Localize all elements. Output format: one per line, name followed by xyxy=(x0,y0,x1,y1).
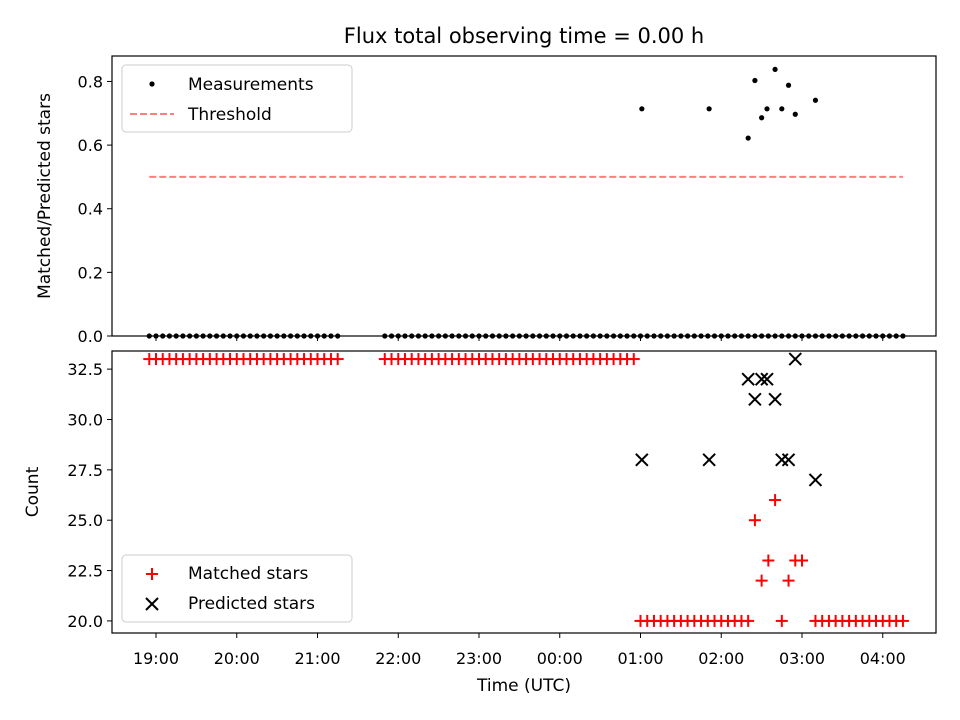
y-tick-label: 30.0 xyxy=(67,410,103,429)
measurement-point xyxy=(785,82,792,88)
predicted-star-point xyxy=(702,453,716,467)
measurement-point xyxy=(812,97,819,103)
y-tick-label: 0.0 xyxy=(78,327,103,346)
bottom-legend-box xyxy=(121,554,353,623)
measurement-point xyxy=(706,106,712,112)
predicted-star-point xyxy=(760,372,774,386)
y-tick-label: 20.0 xyxy=(67,612,103,631)
predicted-star-point xyxy=(788,352,802,366)
bottom-legend: Matched stars Predicted stars xyxy=(121,554,353,623)
bottom-y-ticks: 20.0 22.5 25.0 27.5 30.0 32.5 xyxy=(67,360,112,631)
bottom-axes-frame xyxy=(111,350,937,634)
x-tick-label: 21:00 xyxy=(294,649,340,668)
y-tick-label: 0.8 xyxy=(78,72,103,91)
measurement-point xyxy=(745,135,751,141)
chart-title: Flux total observing time = 0.00 h xyxy=(344,24,704,48)
x-axis-label: Time (UTC) xyxy=(476,676,571,696)
y-tick-label: 0.4 xyxy=(78,200,103,219)
y-tick-label: 32.5 xyxy=(67,360,103,379)
y-tick-label: 22.5 xyxy=(67,562,103,581)
matched-star-point xyxy=(627,353,640,366)
measurements-legend-marker xyxy=(149,81,155,87)
x-tick-label: 01:00 xyxy=(617,649,663,668)
matched-star-point xyxy=(769,494,782,507)
top-panel: 0.00.20.40.60.8 Matched/Predicted stars … xyxy=(35,55,937,346)
predicted-star-point xyxy=(741,372,755,386)
predicted-star-point xyxy=(635,453,649,467)
matched-star-point xyxy=(748,514,761,527)
measurements-legend-label: Measurements xyxy=(188,75,314,95)
top-legend-box xyxy=(121,64,353,133)
measurement-point xyxy=(779,106,785,112)
x-tick-label: 00:00 xyxy=(537,649,583,668)
measurement-point xyxy=(772,66,778,72)
x-tick-label: 19:00 xyxy=(133,649,179,668)
matched-star-point xyxy=(755,574,768,587)
predicted-legend-marker xyxy=(145,597,159,611)
predicted-star-point xyxy=(754,372,769,386)
top-y-ticks: 0.0 0.2 0.4 0.6 0.8 xyxy=(78,72,112,346)
x-tick-label: 22:00 xyxy=(375,649,421,668)
matched-star-point xyxy=(742,614,755,627)
bottom-y-axis-label: Count xyxy=(23,466,43,517)
matched-star-point xyxy=(762,554,775,567)
predicted-star-point xyxy=(748,392,762,407)
x-tick-label: 02:00 xyxy=(698,649,744,668)
x-tick-label: 20:00 xyxy=(214,649,260,668)
y-tick-label: 0.2 xyxy=(78,263,103,282)
bottom-panel: 20.0 22.5 25.0 27.5 30.0 32.5 19:00 20:00 21:00… xyxy=(23,350,937,696)
measurement-point xyxy=(759,115,765,121)
matched-star-point xyxy=(796,554,808,567)
measurement-point xyxy=(792,111,798,117)
measurement-point xyxy=(752,77,758,84)
predicted-star-point xyxy=(768,392,782,407)
bottom-plot-marks xyxy=(143,352,909,627)
predicted-legend-label: Predicted stars xyxy=(188,594,315,614)
matched-star-point xyxy=(331,353,344,366)
y-tick-label: 25.0 xyxy=(67,511,103,530)
y-tick-label: 0.6 xyxy=(78,136,103,155)
top-axes-frame xyxy=(111,55,937,337)
matched-star-point xyxy=(775,614,788,627)
top-legend: Measurements Threshold xyxy=(121,64,353,133)
top-y-axis-label: Matched/Predicted stars xyxy=(35,93,55,299)
bottom-x-ticks: 19:00 20:00 21:00 22:00 23:00 00:00 01:00 02:00… xyxy=(133,633,906,668)
threshold-legend-label: Threshold xyxy=(187,105,272,125)
y-tick-label: 27.5 xyxy=(67,461,103,480)
matched-star-point xyxy=(896,614,909,627)
matched-star-point xyxy=(782,574,795,587)
measurement-point xyxy=(639,106,645,112)
measurement-point xyxy=(764,106,770,112)
x-tick-label: 04:00 xyxy=(860,649,906,668)
predicted-star-point xyxy=(775,453,789,467)
matched-legend-label: Matched stars xyxy=(188,564,308,584)
x-tick-label: 23:00 xyxy=(456,649,502,668)
x-tick-label: 03:00 xyxy=(779,649,825,668)
matched-legend-marker xyxy=(146,568,158,580)
predicted-star-point xyxy=(808,473,823,487)
predicted-star-point xyxy=(781,453,796,467)
